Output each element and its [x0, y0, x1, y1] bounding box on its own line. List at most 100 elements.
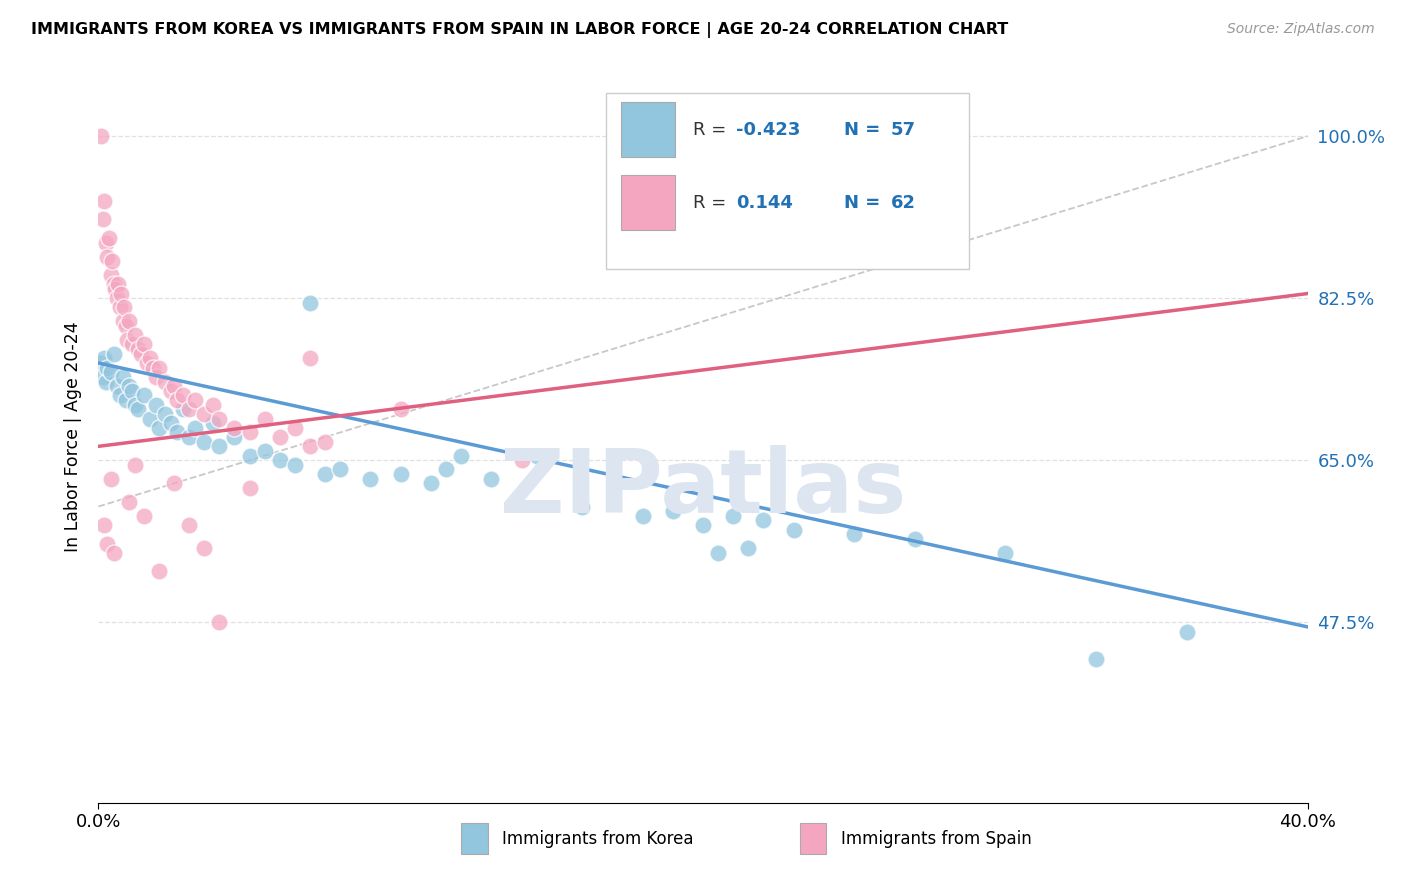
Point	[314, 467, 336, 482]
FancyBboxPatch shape	[800, 823, 827, 854]
Point	[94, 235, 117, 250]
Point	[103, 546, 125, 560]
Text: 62: 62	[890, 194, 915, 211]
Point	[118, 314, 141, 328]
Point	[269, 453, 291, 467]
Point	[100, 365, 122, 379]
Point	[132, 388, 155, 402]
Point	[737, 541, 759, 556]
Point	[269, 430, 291, 444]
Point	[1175, 624, 1198, 639]
Point	[93, 518, 115, 533]
Point	[434, 462, 457, 476]
Point	[91, 370, 114, 384]
Point	[153, 375, 176, 389]
Point	[202, 416, 225, 430]
Text: 57: 57	[890, 120, 915, 138]
Point	[360, 472, 382, 486]
Point	[132, 337, 155, 351]
Point	[135, 356, 157, 370]
Point	[299, 295, 322, 310]
Point	[148, 565, 170, 579]
Point	[114, 392, 136, 407]
Point	[253, 411, 276, 425]
Point	[193, 541, 215, 556]
Point	[179, 518, 201, 533]
Point	[121, 337, 143, 351]
Point	[707, 546, 730, 560]
Y-axis label: In Labor Force | Age 20-24: In Labor Force | Age 20-24	[63, 322, 82, 552]
Point	[145, 398, 167, 412]
Point	[103, 277, 125, 292]
Point	[94, 375, 117, 389]
Point	[481, 472, 503, 486]
Point	[127, 402, 149, 417]
FancyBboxPatch shape	[621, 102, 675, 157]
Point	[111, 314, 134, 328]
Point	[145, 370, 167, 384]
Point	[153, 407, 176, 421]
Point	[166, 425, 188, 440]
Point	[108, 388, 131, 402]
Point	[571, 500, 593, 514]
Point	[142, 360, 165, 375]
Point	[148, 360, 170, 375]
Point	[253, 444, 276, 458]
Point	[114, 318, 136, 333]
Point	[193, 407, 215, 421]
Point	[314, 434, 336, 449]
Point	[105, 379, 128, 393]
Point	[208, 411, 231, 425]
Point	[184, 421, 207, 435]
Point	[224, 430, 246, 444]
Text: Immigrants from Spain: Immigrants from Spain	[841, 830, 1032, 847]
Point	[98, 231, 121, 245]
Text: N =: N =	[845, 120, 887, 138]
Text: N =: N =	[845, 194, 887, 211]
Point	[239, 425, 262, 440]
Point	[107, 277, 129, 292]
Point	[132, 508, 155, 523]
Point	[420, 476, 443, 491]
Point	[108, 301, 131, 315]
Text: R =: R =	[693, 194, 733, 211]
Point	[124, 328, 146, 343]
Point	[129, 347, 152, 361]
Point	[166, 392, 188, 407]
Point	[148, 421, 170, 435]
Point	[239, 449, 262, 463]
Point	[118, 495, 141, 509]
Point	[284, 458, 307, 472]
Point	[299, 439, 322, 453]
Point	[103, 347, 125, 361]
Point	[90, 356, 112, 370]
Point	[139, 411, 162, 425]
Point	[631, 508, 654, 523]
Text: ZIPatlas: ZIPatlas	[501, 445, 905, 532]
Point	[160, 384, 183, 398]
Point	[104, 282, 127, 296]
Point	[389, 467, 412, 482]
Text: Immigrants from Korea: Immigrants from Korea	[502, 830, 693, 847]
Point	[239, 481, 262, 495]
Text: R =: R =	[693, 120, 733, 138]
Point	[139, 351, 162, 366]
Point	[692, 518, 714, 533]
Point	[115, 333, 138, 347]
Point	[179, 430, 201, 444]
Text: Source: ZipAtlas.com: Source: ZipAtlas.com	[1227, 22, 1375, 37]
Point	[904, 532, 927, 546]
Text: -0.423: -0.423	[735, 120, 800, 138]
Point	[172, 402, 194, 417]
Point	[661, 504, 683, 518]
Point	[224, 421, 246, 435]
Point	[91, 212, 114, 227]
Point	[127, 342, 149, 356]
Point	[96, 250, 118, 264]
Point	[118, 379, 141, 393]
Point	[723, 508, 745, 523]
Point	[96, 536, 118, 550]
Point	[450, 449, 472, 463]
Point	[208, 615, 231, 630]
Point	[124, 398, 146, 412]
